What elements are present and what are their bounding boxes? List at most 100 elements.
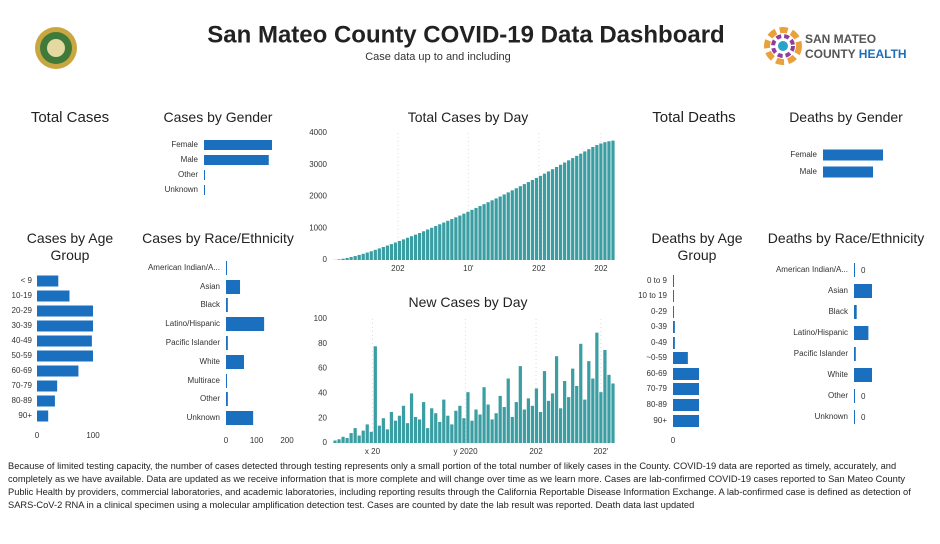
bar bbox=[446, 415, 450, 443]
bar bbox=[486, 404, 490, 443]
bar bbox=[607, 374, 611, 443]
category-label: White bbox=[200, 357, 221, 366]
bar bbox=[571, 368, 575, 443]
category-label: 80-89 bbox=[12, 396, 33, 405]
bar bbox=[226, 261, 227, 275]
bar bbox=[393, 242, 398, 260]
health-logo: SAN MATEO COUNTY HEALTH bbox=[764, 27, 907, 65]
bar bbox=[389, 244, 394, 260]
bar bbox=[673, 383, 699, 395]
category-label: 20-29 bbox=[12, 306, 33, 315]
bar bbox=[494, 413, 498, 443]
bar bbox=[442, 399, 446, 443]
logo-text: COUNTY HEALTH bbox=[805, 47, 907, 61]
category-label: Other bbox=[200, 394, 220, 403]
y-tick-label: 20 bbox=[318, 413, 327, 422]
bar bbox=[401, 405, 406, 443]
bar bbox=[413, 234, 418, 260]
bar bbox=[450, 424, 454, 443]
bar bbox=[546, 400, 551, 443]
y-tick-label: 40 bbox=[318, 389, 327, 398]
bar bbox=[337, 259, 341, 260]
category-label: Pacific Islander bbox=[166, 338, 221, 347]
bar bbox=[333, 440, 337, 443]
bar bbox=[458, 405, 462, 443]
bar bbox=[534, 177, 539, 260]
bar bbox=[534, 388, 539, 443]
bar bbox=[550, 393, 555, 443]
bar bbox=[482, 204, 486, 260]
bar bbox=[587, 361, 591, 443]
chart-title: Deaths by Race/Ethnicity bbox=[767, 230, 925, 246]
logo-text: HEALTH bbox=[859, 47, 907, 61]
category-label: ~0-59 bbox=[646, 353, 667, 362]
category-label: 40-49 bbox=[12, 336, 33, 345]
bar bbox=[591, 378, 595, 443]
bar bbox=[37, 365, 79, 377]
bar bbox=[389, 412, 394, 443]
bar bbox=[442, 222, 446, 260]
x-tick-label: 100 bbox=[86, 431, 100, 440]
y-tick-label: 80 bbox=[318, 339, 327, 348]
category-label: 70-79 bbox=[12, 381, 33, 390]
bar bbox=[381, 246, 385, 260]
bar bbox=[418, 233, 422, 260]
bar bbox=[530, 179, 535, 260]
data-label: 0 bbox=[861, 392, 866, 401]
bar bbox=[418, 419, 422, 443]
bar bbox=[426, 428, 430, 443]
bar bbox=[37, 305, 93, 317]
bar bbox=[595, 145, 599, 260]
x-tick-label: 202 bbox=[391, 264, 405, 273]
bar bbox=[353, 256, 357, 260]
bar bbox=[381, 418, 385, 443]
bar bbox=[37, 275, 59, 287]
bar bbox=[579, 153, 583, 260]
dashboard-title: San Mateo County COVID-19 Data Dashboard bbox=[207, 21, 724, 48]
x-tick-label: 0 bbox=[224, 436, 229, 445]
category-label: Unknown bbox=[187, 413, 220, 422]
bar bbox=[506, 378, 510, 443]
category-label: 10-19 bbox=[12, 291, 33, 300]
x-tick-label: x 20 bbox=[365, 447, 381, 456]
bar bbox=[563, 381, 567, 443]
category-label: 80-89 bbox=[647, 400, 668, 409]
chart-title: New Cases by Day bbox=[408, 294, 528, 310]
bar bbox=[422, 402, 426, 443]
bar bbox=[37, 380, 58, 392]
bar bbox=[498, 395, 502, 443]
bar bbox=[397, 240, 402, 260]
bar bbox=[349, 433, 353, 443]
bar bbox=[522, 409, 526, 443]
bar bbox=[583, 399, 587, 443]
bar bbox=[482, 387, 486, 443]
category-label: 30-39 bbox=[12, 321, 33, 330]
bar bbox=[611, 140, 615, 260]
y-tick-label: 0 bbox=[323, 438, 328, 447]
bar bbox=[559, 164, 563, 260]
bar bbox=[559, 408, 563, 443]
bar bbox=[474, 409, 478, 443]
category-label: Multirace bbox=[188, 376, 221, 385]
bar bbox=[341, 436, 345, 443]
bar bbox=[204, 170, 205, 180]
bar bbox=[854, 389, 855, 403]
category-label: Black bbox=[200, 300, 221, 309]
bar bbox=[542, 173, 547, 260]
bar bbox=[345, 257, 349, 260]
bar bbox=[554, 356, 559, 443]
bar bbox=[474, 207, 478, 260]
category-label: White bbox=[828, 370, 849, 379]
bar bbox=[454, 410, 458, 443]
bar bbox=[478, 206, 482, 260]
bar bbox=[854, 410, 855, 424]
bar bbox=[349, 256, 353, 260]
bar bbox=[37, 410, 49, 422]
x-tick-label: 0 bbox=[35, 431, 40, 440]
bar bbox=[530, 405, 535, 443]
chart-title: Cases by Age Group bbox=[26, 230, 114, 263]
bar bbox=[599, 143, 603, 260]
bar bbox=[361, 253, 365, 260]
bar bbox=[405, 423, 410, 443]
